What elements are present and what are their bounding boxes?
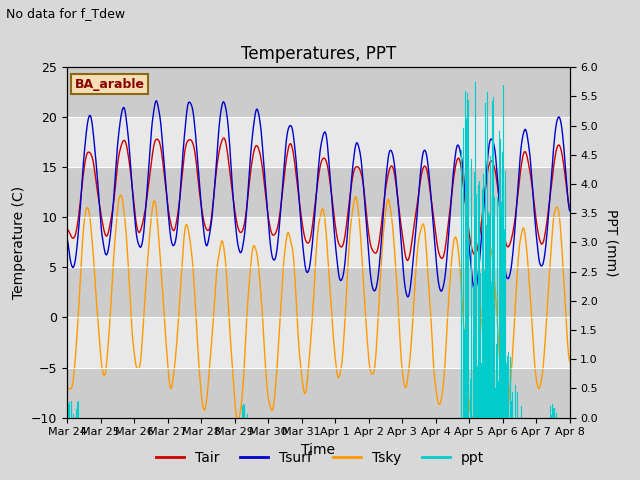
Bar (67, 368, 570, 418)
Bar (67, 267, 570, 317)
Bar (67, 67, 570, 117)
Text: BA_arable: BA_arable (75, 78, 145, 91)
Bar (67, 168, 570, 217)
Y-axis label: Temperature (C): Temperature (C) (12, 186, 26, 299)
Text: No data for f_Tdew: No data for f_Tdew (6, 7, 125, 20)
Title: Temperatures, PPT: Temperatures, PPT (241, 45, 396, 63)
X-axis label: Time: Time (301, 443, 335, 457)
Legend: Tair, Tsurf, Tsky, ppt: Tair, Tsurf, Tsky, ppt (150, 445, 490, 471)
Y-axis label: PPT (mm): PPT (mm) (605, 209, 619, 276)
